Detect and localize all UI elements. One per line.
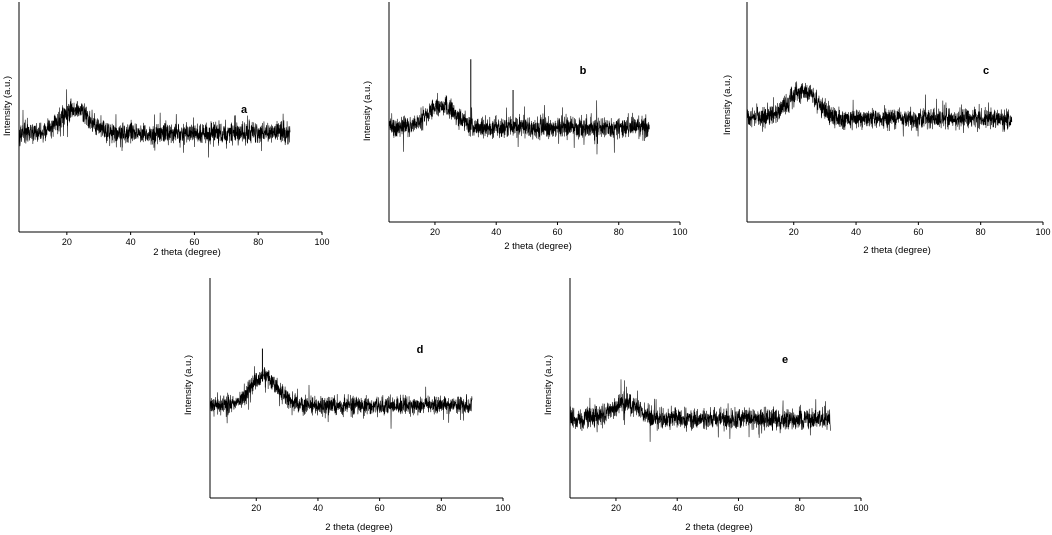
xrd-panel-e: 20 40 60 80 100 2 theta (degree) Intensity (a.… [543, 278, 869, 533]
x-axis-title: 2 theta (degree) [325, 522, 393, 533]
x-axis-title: 2 theta (degree) [863, 245, 931, 256]
x-tick-label: 80 [795, 503, 805, 513]
x-tick-label: 80 [436, 503, 446, 513]
xrd-panel-c: 20 40 60 80 100 2 theta (degree) Intensity (a.… [722, 2, 1051, 256]
x-tick-label: 40 [313, 503, 323, 513]
xrd-panel-d: 20 40 60 80 100 2 theta (degree) Intensity (a.… [183, 278, 511, 533]
xrd-panel-b: 20 40 60 80 100 2 theta (degree) Intensity (a.… [362, 2, 688, 252]
x-tick-label: 20 [251, 503, 261, 513]
xrd-panel-a: 20 40 60 80 100 2 theta (degree) Intensity (a.… [2, 2, 330, 258]
xrd-trace [388, 92, 650, 155]
x-axis-title: 2 theta (degree) [504, 241, 572, 252]
x-tick-label: 40 [851, 227, 861, 237]
panel-label: d [417, 344, 424, 356]
xrd-trace [746, 81, 1013, 137]
x-tick-label: 40 [126, 237, 136, 247]
x-tick-label: 60 [189, 237, 199, 247]
x-tick-label: 100 [672, 227, 687, 237]
x-axis-title: 2 theta (degree) [685, 522, 753, 533]
xrd-trace [18, 89, 291, 158]
x-tick-label: 80 [976, 227, 986, 237]
x-tick-label: 20 [611, 503, 621, 513]
x-tick-label: 80 [253, 237, 263, 247]
x-tick-label: 60 [552, 227, 562, 237]
panel-label: c [983, 65, 989, 77]
y-axis-title: Intensity (a.u.) [722, 75, 733, 135]
x-axis-title: 2 theta (degree) [153, 247, 221, 258]
x-tick-label: 20 [789, 227, 799, 237]
x-tick-label: 60 [733, 503, 743, 513]
xrd-trace [209, 366, 473, 429]
y-axis-title: Intensity (a.u.) [543, 355, 554, 415]
x-tick-label: 80 [614, 227, 624, 237]
y-axis-title: Intensity (a.u.) [362, 81, 373, 141]
panel-label: a [241, 104, 248, 116]
x-tick-label: 100 [1035, 227, 1050, 237]
x-tick-label: 100 [495, 503, 510, 513]
xrd-trace [569, 379, 831, 442]
x-tick-label: 40 [491, 227, 501, 237]
panel-label: b [580, 65, 587, 77]
x-tick-label: 100 [853, 503, 868, 513]
x-tick-label: 20 [430, 227, 440, 237]
x-tick-label: 100 [314, 237, 329, 247]
x-tick-label: 20 [62, 237, 72, 247]
x-tick-label: 60 [375, 503, 385, 513]
x-tick-label: 40 [672, 503, 682, 513]
panel-label: e [782, 354, 788, 366]
x-tick-label: 60 [913, 227, 923, 237]
y-axis-title: Intensity (a.u.) [2, 76, 13, 136]
y-axis-title: Intensity (a.u.) [183, 355, 194, 415]
